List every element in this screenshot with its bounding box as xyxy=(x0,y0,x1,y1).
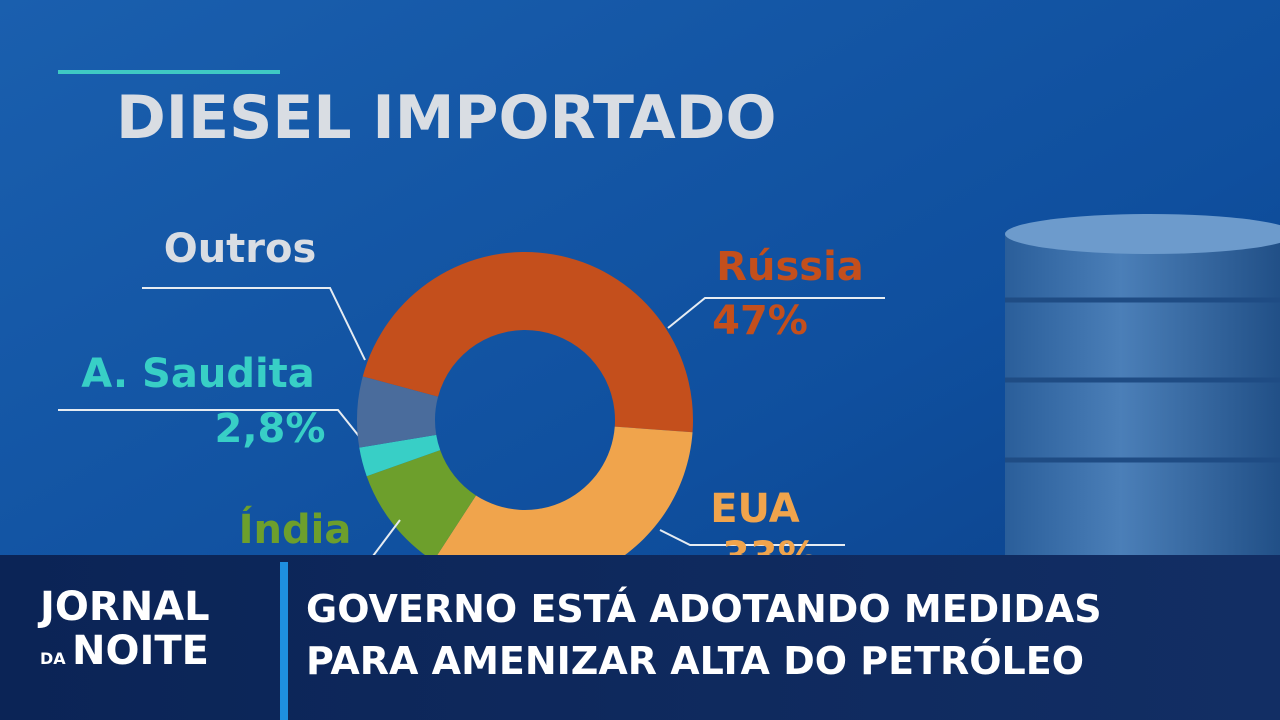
logo-small: DA xyxy=(40,649,66,668)
donut-segment xyxy=(357,376,439,448)
headline-line: GOVERNO ESTÁ ADOTANDO MEDIDAS xyxy=(306,587,1102,631)
logo-line2: NOITE xyxy=(72,628,209,674)
chart-title: DIESEL IMPORTADO xyxy=(116,83,776,153)
donut-segment xyxy=(362,252,693,433)
category-label: Outros xyxy=(164,226,317,272)
leader-line xyxy=(142,287,366,361)
barrel-body xyxy=(1005,232,1280,562)
headline-line: PARA AMENIZAR ALTA DO PETRÓLEO xyxy=(306,639,1084,683)
donut-segment xyxy=(366,450,476,561)
lower-third-bar xyxy=(0,555,1280,720)
divider xyxy=(280,562,288,720)
leader-line xyxy=(58,409,363,441)
category-label: Rússia xyxy=(716,244,864,290)
donut-segment xyxy=(433,426,693,589)
category-label: A. Saudita xyxy=(81,351,315,397)
category-label: Índia xyxy=(239,505,352,553)
barrel xyxy=(1005,214,1280,562)
donut-segment xyxy=(359,434,441,477)
leader-line xyxy=(667,297,885,329)
barrel-top xyxy=(1005,214,1280,254)
value-label: 47% xyxy=(712,298,808,344)
category-label: EUA xyxy=(710,486,800,532)
leader-line xyxy=(659,529,845,546)
logo-line1: JORNAL xyxy=(37,584,210,630)
leader-line xyxy=(369,519,401,561)
value-label: 2,8% xyxy=(215,406,326,452)
lower-third: JORNAL DA NOITE GOVERNO ESTÁ ADOTANDO ME… xyxy=(0,555,1280,720)
